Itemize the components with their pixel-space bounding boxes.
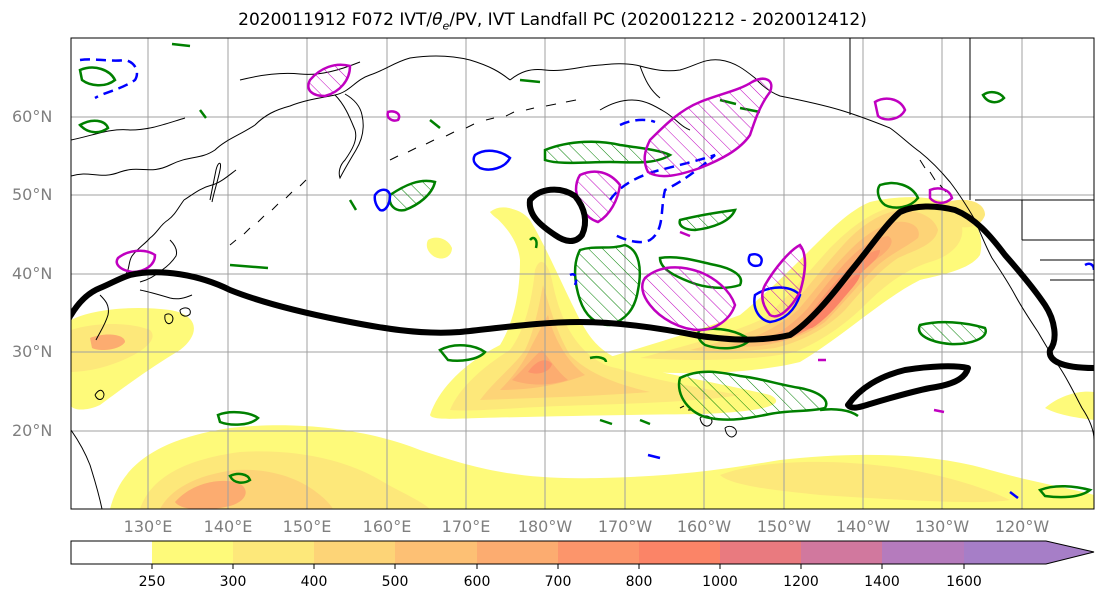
lon-label: 170°E: [441, 517, 491, 536]
colorbar: [70, 540, 1095, 569]
lon-label: 160°W: [676, 517, 732, 536]
lon-label: 180°W: [517, 517, 573, 536]
pc-contours: [71, 186, 1094, 411]
lon-label: 150°W: [756, 517, 812, 536]
lon-label: 160°E: [362, 517, 412, 536]
lon-label: 140°W: [835, 517, 891, 536]
lat-label: 40°N: [12, 264, 53, 283]
colorbar-tick: 500: [381, 574, 409, 590]
colorbar-tick: 1400: [864, 574, 900, 590]
colorbar-tick: 250: [138, 574, 166, 590]
lat-label: 60°N: [12, 107, 53, 126]
lat-label: 50°N: [12, 185, 53, 204]
colorbar-tick: 1600: [946, 574, 982, 590]
colorbar-tick: 800: [625, 574, 653, 590]
lon-label: 150°E: [282, 517, 332, 536]
lat-label: 20°N: [12, 421, 53, 440]
theta-e-contours: [115, 63, 954, 414]
lon-label: 120°W: [994, 517, 1050, 536]
lon-label: 170°W: [597, 517, 653, 536]
map-title: 2020011912 F072 IVT/θe/PV, IVT Landfall …: [238, 10, 867, 33]
lon-label: 130°W: [914, 517, 970, 536]
lon-label: 130°E: [123, 517, 173, 536]
colorbar-tick: 1000: [702, 574, 738, 590]
colorbar-tick: 700: [544, 574, 572, 590]
map-frame: [70, 37, 1095, 510]
pv-positive-contours: [78, 42, 1093, 499]
colorbar-tick: 300: [219, 574, 247, 590]
colorbar-tick: 400: [300, 574, 328, 590]
colorbar-tick: 1200: [783, 574, 819, 590]
lat-label: 30°N: [12, 342, 53, 361]
colorbar-tick: 600: [463, 574, 491, 590]
lon-label: 140°E: [203, 517, 253, 536]
